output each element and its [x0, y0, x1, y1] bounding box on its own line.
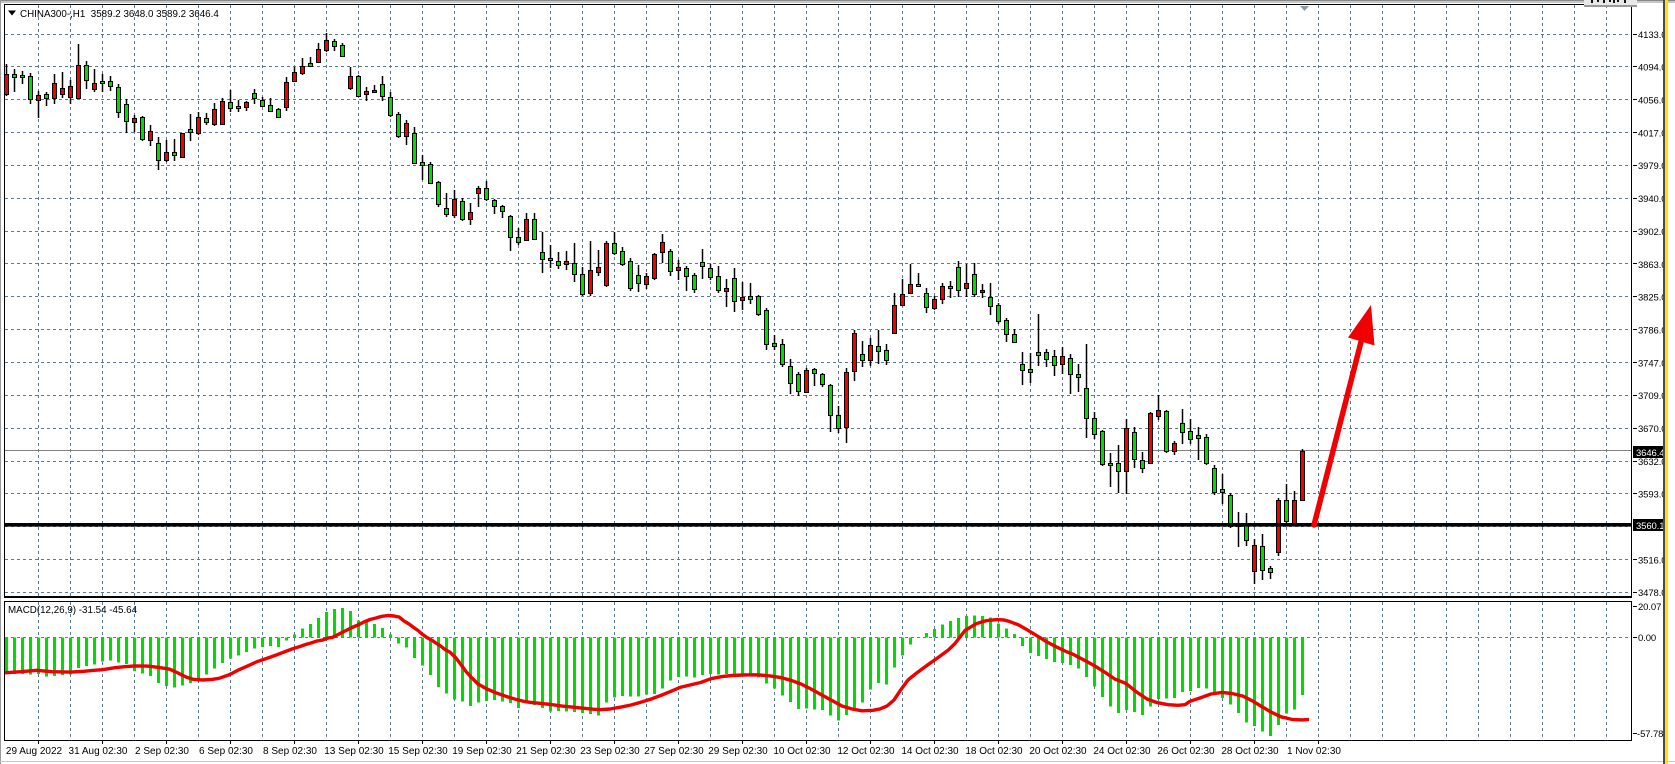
svg-text:3902.0: 3902.0	[1638, 227, 1666, 238]
svg-text:3560.1: 3560.1	[1636, 521, 1664, 532]
svg-text:MACD(12,26,9) -31.54 -45.64: MACD(12,26,9) -31.54 -45.64	[8, 605, 138, 616]
svg-text:12 Oct 02:30: 12 Oct 02:30	[837, 746, 895, 757]
svg-text:CHINA300-,H1 3589.2 3648.0 35: CHINA300-,H1 3589.2 3648.0 3589.2 3646.4	[20, 9, 219, 20]
svg-text:20 Oct 02:30: 20 Oct 02:30	[1029, 746, 1087, 757]
svg-text:3593.0: 3593.0	[1638, 490, 1666, 501]
svg-text:20.07: 20.07	[1638, 602, 1661, 613]
svg-text:4094.0: 4094.0	[1638, 63, 1666, 74]
svg-text:3478.0: 3478.0	[1638, 588, 1666, 599]
svg-text:18 Oct 02:30: 18 Oct 02:30	[965, 746, 1023, 757]
svg-text:26 Oct 02:30: 26 Oct 02:30	[1157, 746, 1215, 757]
svg-text:14 Oct 02:30: 14 Oct 02:30	[901, 746, 959, 757]
svg-text:3863.0: 3863.0	[1638, 260, 1666, 271]
svg-text:29 Sep 02:30: 29 Sep 02:30	[708, 746, 768, 757]
svg-text:1 Nov 02:30: 1 Nov 02:30	[1287, 746, 1341, 757]
svg-text:19 Sep 02:30: 19 Sep 02:30	[452, 746, 512, 757]
svg-text:31 Aug 02:30: 31 Aug 02:30	[69, 746, 128, 757]
svg-text:3825.0: 3825.0	[1638, 293, 1666, 304]
svg-text:2 Sep 02:30: 2 Sep 02:30	[135, 746, 189, 757]
svg-text:3632.0: 3632.0	[1638, 457, 1666, 468]
svg-text:3646.4: 3646.4	[1636, 448, 1664, 459]
svg-text:3516.0: 3516.0	[1638, 555, 1666, 566]
svg-text:3670.0: 3670.0	[1638, 424, 1666, 435]
svg-text:4133.0: 4133.0	[1638, 30, 1666, 41]
svg-text:15 Sep 02:30: 15 Sep 02:30	[388, 746, 448, 757]
svg-text:0.00: 0.00	[1638, 633, 1656, 644]
svg-text:3747.0: 3747.0	[1638, 358, 1666, 369]
svg-text:27 Sep 02:30: 27 Sep 02:30	[644, 746, 704, 757]
svg-text:21 Sep 02:30: 21 Sep 02:30	[516, 746, 576, 757]
svg-text:3940.0: 3940.0	[1638, 194, 1666, 205]
svg-text:4017.0: 4017.0	[1638, 128, 1666, 139]
svg-text:24 Oct 02:30: 24 Oct 02:30	[1093, 746, 1151, 757]
svg-text:23 Sep 02:30: 23 Sep 02:30	[580, 746, 640, 757]
svg-text:3979.0: 3979.0	[1638, 161, 1666, 172]
svg-text:28 Oct 02:30: 28 Oct 02:30	[1221, 746, 1279, 757]
svg-text:8 Sep 02:30: 8 Sep 02:30	[263, 746, 317, 757]
svg-text:-57.78: -57.78	[1637, 729, 1663, 740]
svg-text:6 Sep 02:30: 6 Sep 02:30	[199, 746, 253, 757]
svg-text:4056.0: 4056.0	[1638, 96, 1666, 107]
svg-text:3786.0: 3786.0	[1638, 326, 1666, 337]
svg-text:10 Oct 02:30: 10 Oct 02:30	[773, 746, 831, 757]
svg-text:13 Sep 02:30: 13 Sep 02:30	[324, 746, 384, 757]
svg-text:29 Aug 2022: 29 Aug 2022	[6, 746, 63, 757]
svg-text:3709.0: 3709.0	[1638, 391, 1666, 402]
